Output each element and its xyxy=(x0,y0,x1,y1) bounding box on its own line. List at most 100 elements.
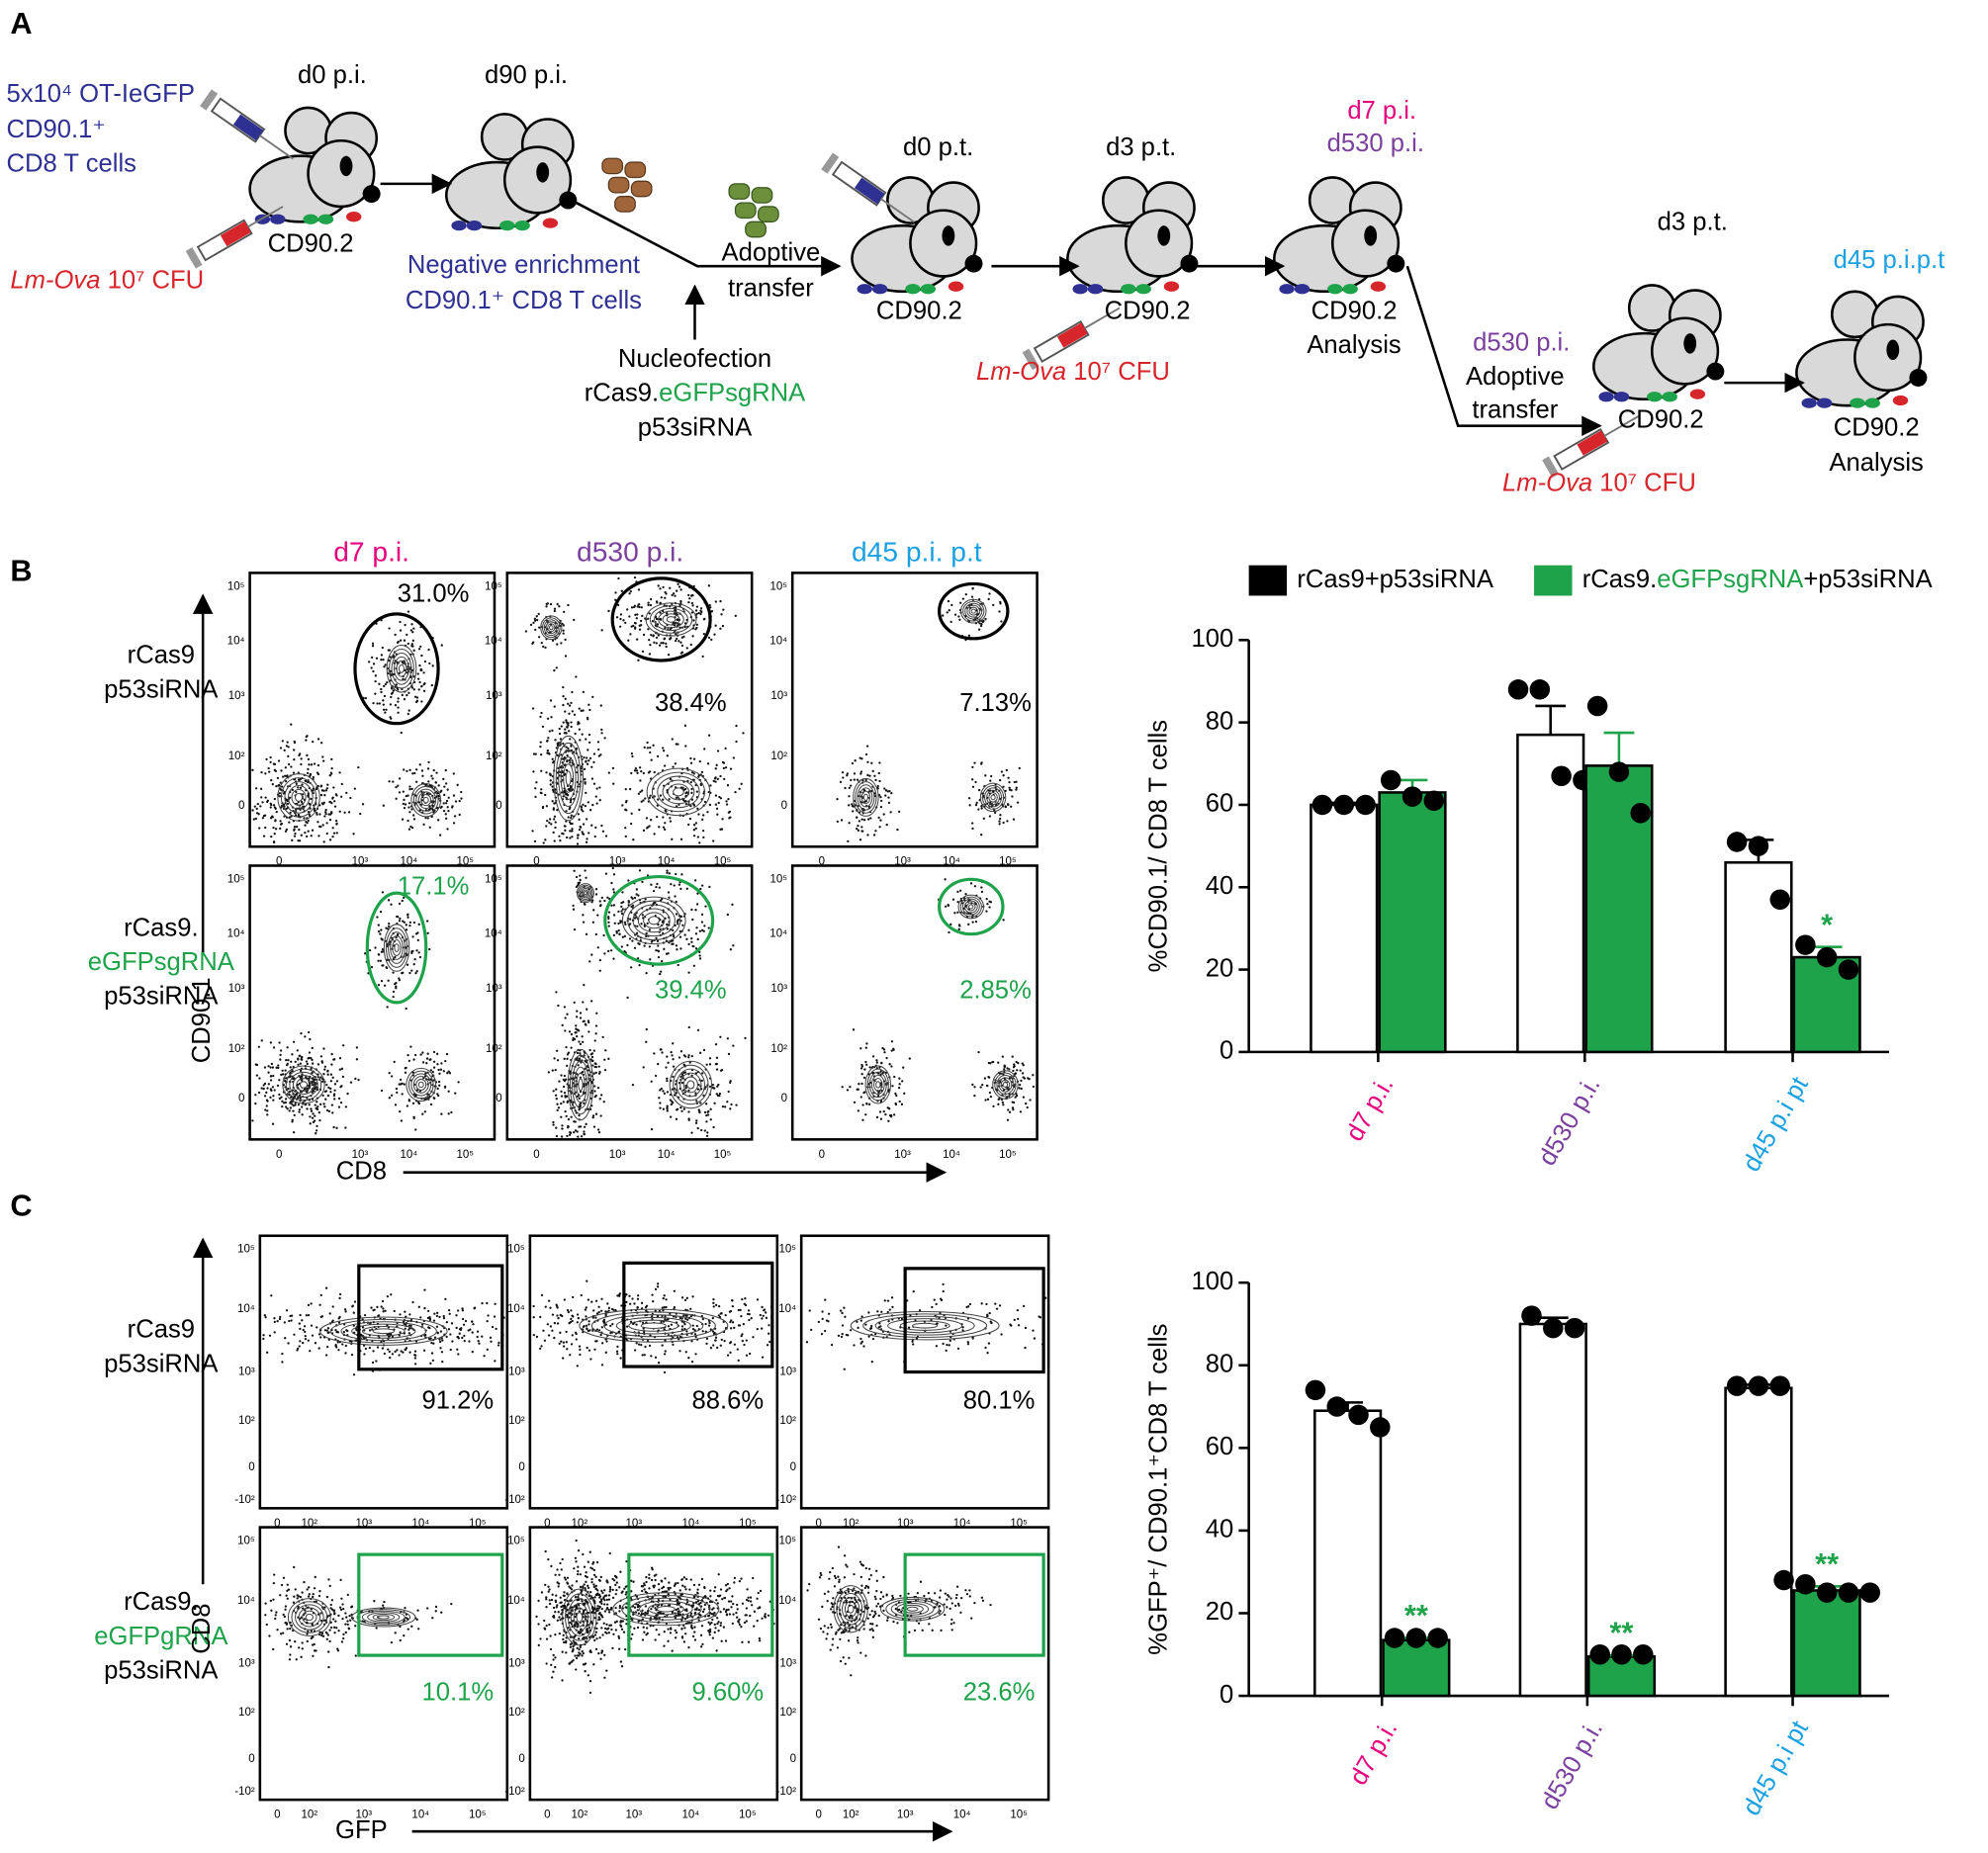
event-dot xyxy=(663,642,665,644)
event-dot xyxy=(419,1053,421,1055)
event-dot xyxy=(860,1064,862,1066)
event-dot xyxy=(430,775,432,777)
event-dot xyxy=(407,917,408,919)
event-dot xyxy=(684,1091,686,1093)
event-dot xyxy=(457,1309,459,1311)
event-dot xyxy=(408,829,410,831)
event-dot xyxy=(721,1069,723,1071)
event-dot xyxy=(1011,795,1013,797)
event-dot xyxy=(448,1091,450,1093)
event-dot xyxy=(560,642,562,644)
event-dot xyxy=(710,1347,712,1349)
event-dot xyxy=(610,905,612,907)
event-dot xyxy=(343,812,345,814)
event-dot xyxy=(551,785,553,787)
event-dot xyxy=(680,838,682,840)
event-dot xyxy=(587,717,588,719)
event-dot xyxy=(577,1064,579,1066)
event-dot xyxy=(410,629,412,631)
event-dot xyxy=(536,615,538,617)
event-dot xyxy=(678,1350,680,1352)
event-dot xyxy=(686,1297,688,1299)
event-dot xyxy=(304,1035,306,1037)
flow-y-tick: 10⁴ xyxy=(227,928,245,940)
event-dot xyxy=(309,1051,311,1053)
event-dot xyxy=(625,801,627,803)
event-dot xyxy=(752,1336,754,1338)
event-dot xyxy=(590,1301,592,1303)
event-dot xyxy=(293,771,295,773)
event-dot xyxy=(561,1095,563,1097)
event-dot xyxy=(286,1643,288,1645)
event-dot xyxy=(859,838,861,840)
event-dot xyxy=(332,1610,334,1612)
event-dot xyxy=(587,1320,589,1322)
event-dot xyxy=(298,779,300,781)
flow-y-tick: 10⁴ xyxy=(769,928,787,940)
flow-y-tick: 0 xyxy=(496,800,501,812)
event-dot xyxy=(383,1310,385,1312)
event-dot xyxy=(636,617,638,619)
event-dot xyxy=(294,833,296,835)
event-dot xyxy=(556,1103,558,1105)
event-dot xyxy=(293,1596,295,1598)
event-dot xyxy=(443,794,445,796)
event-dot xyxy=(345,1105,347,1107)
event-dot xyxy=(305,1076,307,1078)
event-dot xyxy=(1002,774,1004,776)
event-dot xyxy=(658,584,660,586)
event-dot xyxy=(586,756,587,758)
flow-x-tick: 10³ xyxy=(352,1149,369,1161)
event-dot xyxy=(440,1330,442,1332)
event-dot xyxy=(649,958,651,960)
event-dot xyxy=(1027,1077,1029,1079)
event-dot xyxy=(630,896,632,898)
event-dot xyxy=(383,685,385,687)
event-dot xyxy=(663,1108,665,1110)
event-dot xyxy=(627,879,629,881)
event-dot xyxy=(550,783,552,785)
event-dot xyxy=(642,799,644,801)
event-dot xyxy=(841,1336,843,1338)
event-dot xyxy=(428,1338,430,1340)
event-dot xyxy=(307,1640,309,1642)
event-dot xyxy=(594,1340,596,1342)
text-part: CD90.1⁺ CD8 T cells xyxy=(406,287,642,314)
event-dot xyxy=(570,726,572,728)
event-dot xyxy=(998,820,1000,822)
event-dot xyxy=(936,1303,938,1305)
event-dot xyxy=(286,745,288,747)
event-dot xyxy=(582,831,584,833)
event-dot xyxy=(408,769,410,771)
event-dot xyxy=(287,1342,289,1344)
event-dot xyxy=(557,743,559,745)
event-dot xyxy=(681,925,683,926)
event-dot xyxy=(407,794,408,796)
event-dot xyxy=(599,905,601,907)
event-dot xyxy=(842,1086,844,1088)
event-dot xyxy=(618,933,620,935)
event-dot xyxy=(712,1084,714,1086)
event-dot xyxy=(602,1036,604,1038)
event-dot xyxy=(322,803,324,805)
event-dot xyxy=(299,1328,301,1330)
event-dot xyxy=(565,1115,567,1117)
event-dot xyxy=(306,836,308,838)
event-dot xyxy=(541,1294,543,1296)
event-dot xyxy=(642,914,644,916)
text-part: 5x10⁴ OT-IeGFP xyxy=(6,80,194,108)
event-dot xyxy=(697,938,699,940)
event-dot xyxy=(304,1331,306,1333)
event-dot xyxy=(486,1302,488,1304)
event-dot xyxy=(586,1279,587,1281)
event-dot xyxy=(676,901,678,903)
event-dot xyxy=(556,643,558,645)
event-dot xyxy=(604,1069,606,1071)
event-dot xyxy=(600,1310,602,1312)
event-dot xyxy=(971,766,973,768)
event-dot xyxy=(715,767,717,769)
event-dot xyxy=(437,1332,439,1334)
event-dot xyxy=(410,623,412,625)
event-dot xyxy=(643,772,645,774)
event-dot xyxy=(295,791,297,793)
